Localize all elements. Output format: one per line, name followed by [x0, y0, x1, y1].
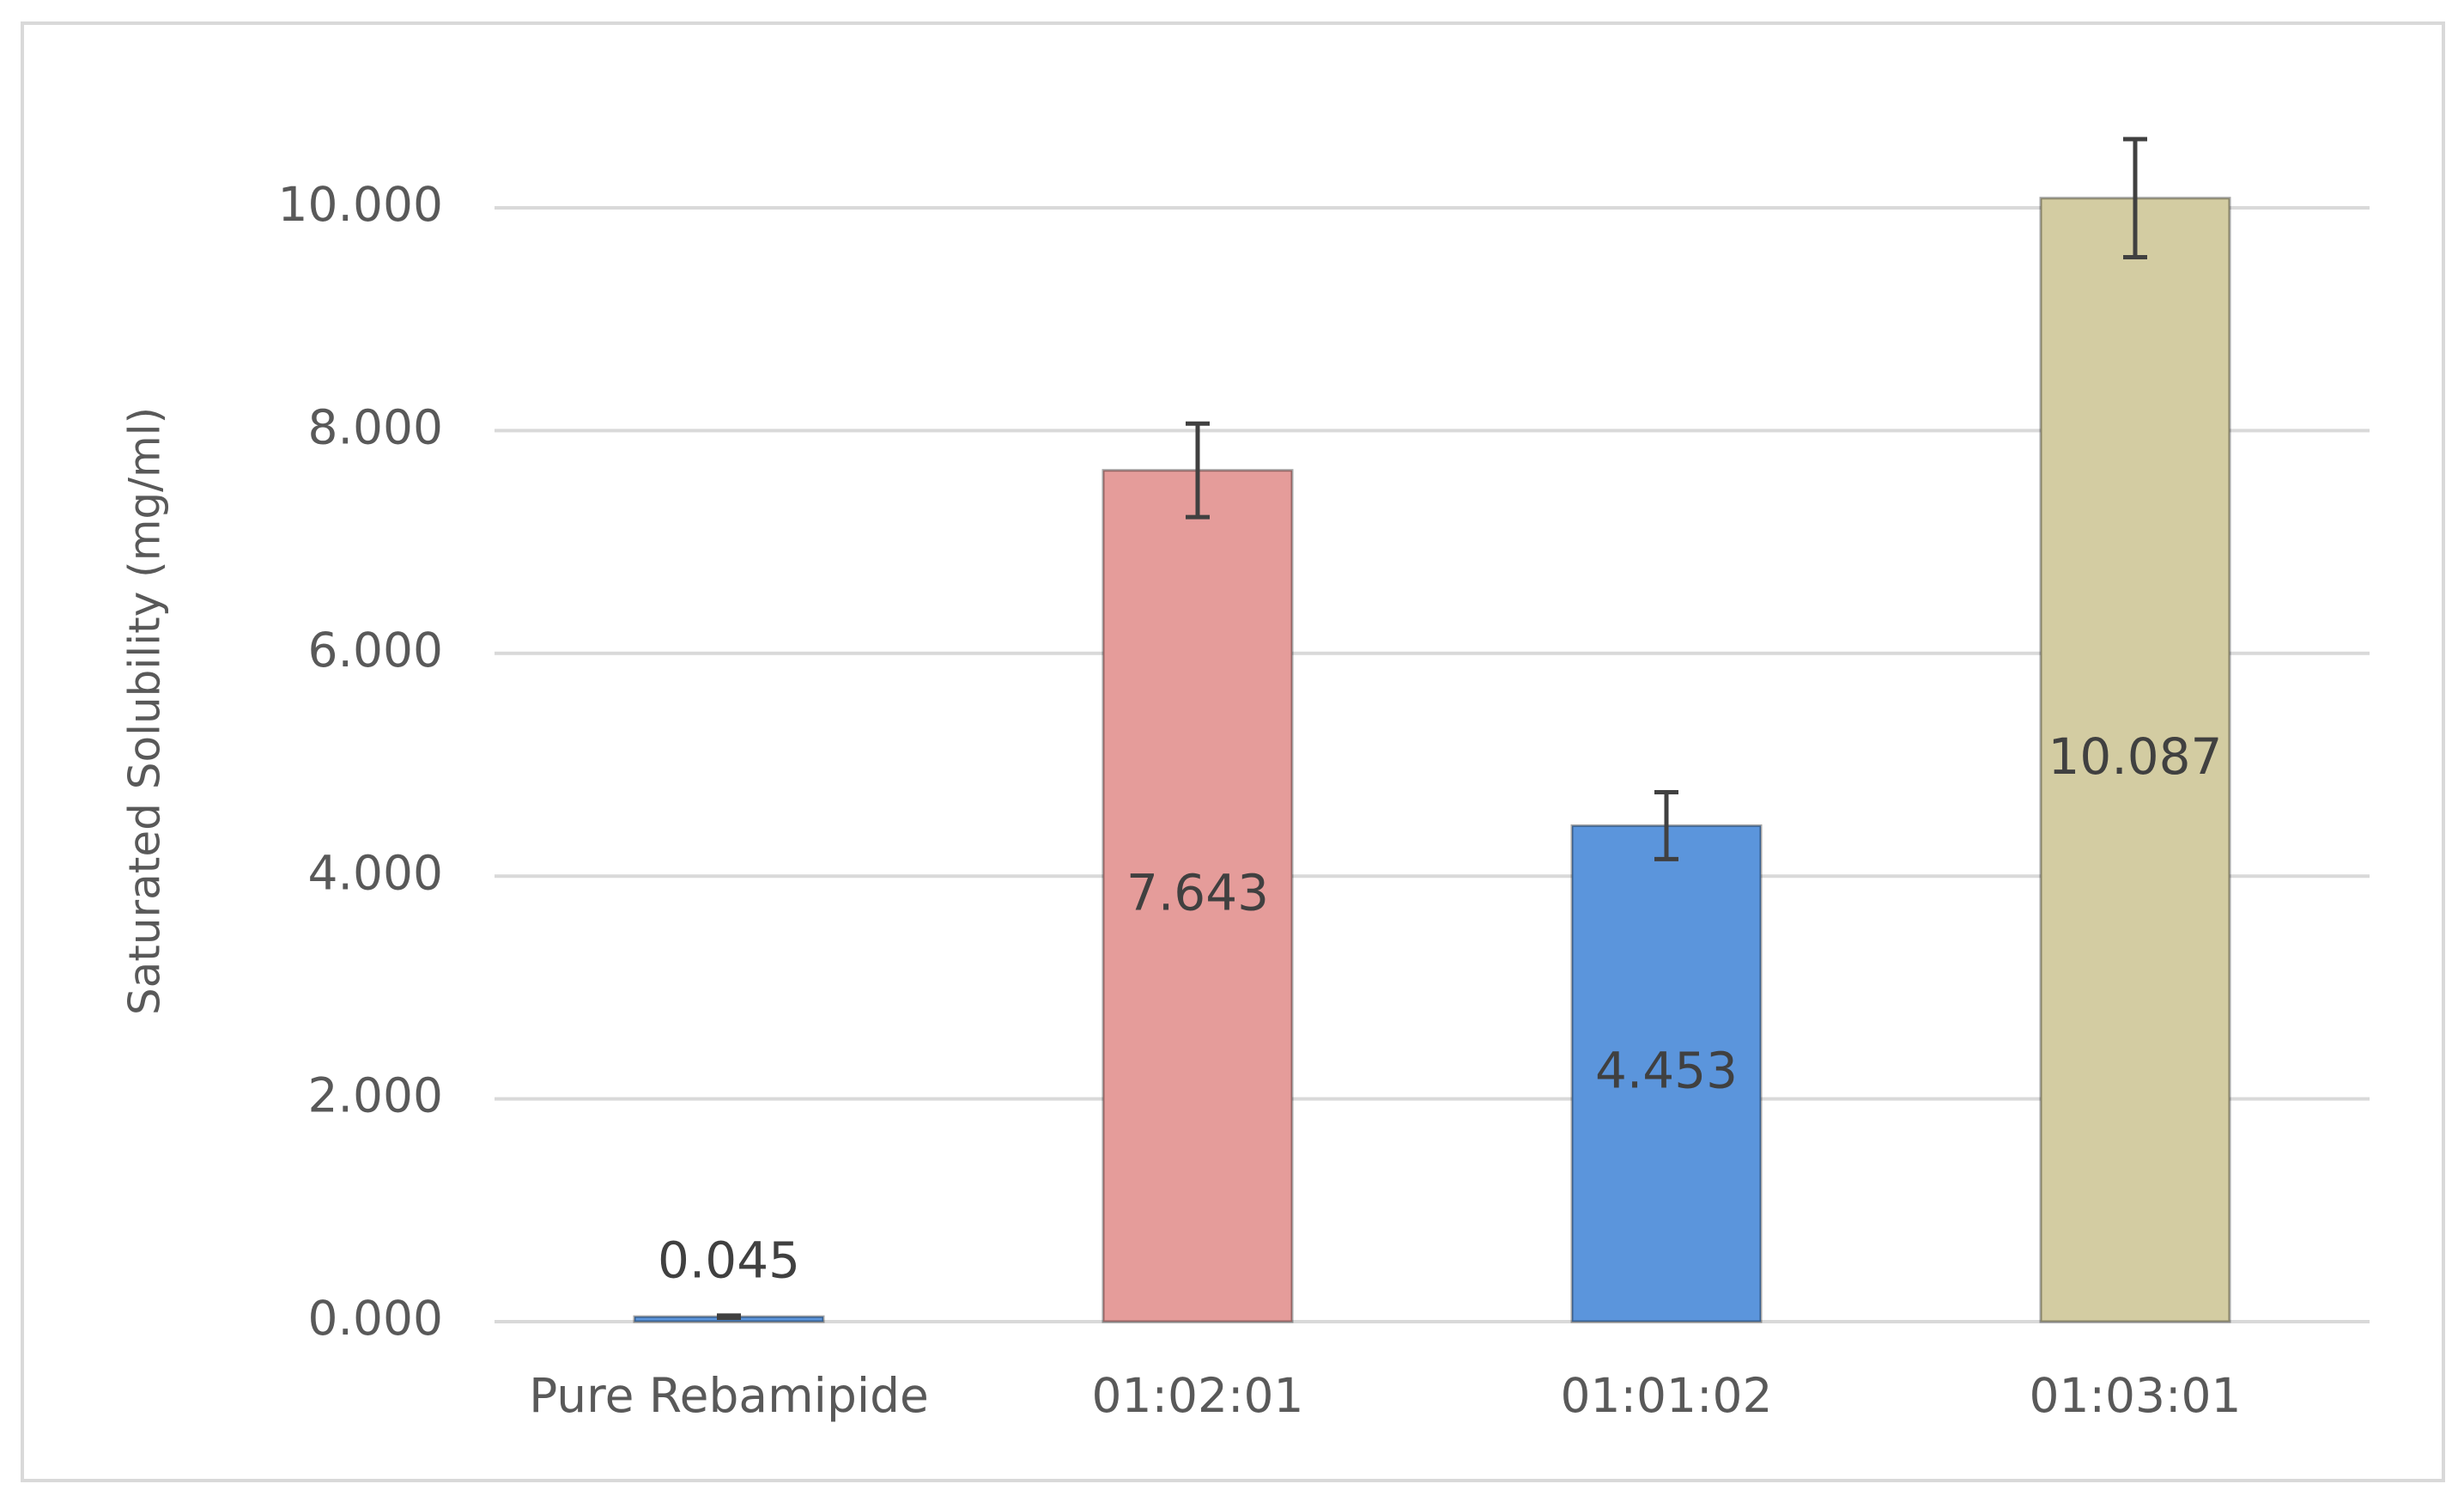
bar: [1102, 469, 1294, 1323]
error-bar: [717, 1313, 741, 1320]
error-bar: [1186, 421, 1210, 520]
data-label: 4.453: [1595, 1041, 1738, 1099]
x-tick-label: 01:02:01: [1091, 1368, 1303, 1423]
y-tick-label: 2.000: [308, 1068, 443, 1123]
y-tick-label: 10.000: [278, 177, 443, 232]
data-label: 0.045: [658, 1231, 800, 1289]
y-tick-label: 6.000: [308, 623, 443, 678]
y-tick-label: 4.000: [308, 845, 443, 900]
y-axis-title: Saturated Solubility (mg/ml): [120, 407, 170, 1015]
x-tick-label: Pure Rebamipide: [529, 1368, 929, 1423]
y-tick-label: 0.000: [308, 1291, 443, 1346]
y-tick-label: 8.000: [308, 400, 443, 455]
data-label: 10.087: [2048, 727, 2223, 786]
x-tick-label: 01:01:02: [1560, 1368, 1772, 1423]
error-bar: [1654, 790, 1678, 861]
x-tick-label: 01:03:01: [2029, 1368, 2241, 1423]
bar: [2039, 197, 2231, 1323]
data-label: 7.643: [1126, 863, 1269, 921]
error-bar: [2123, 137, 2147, 259]
